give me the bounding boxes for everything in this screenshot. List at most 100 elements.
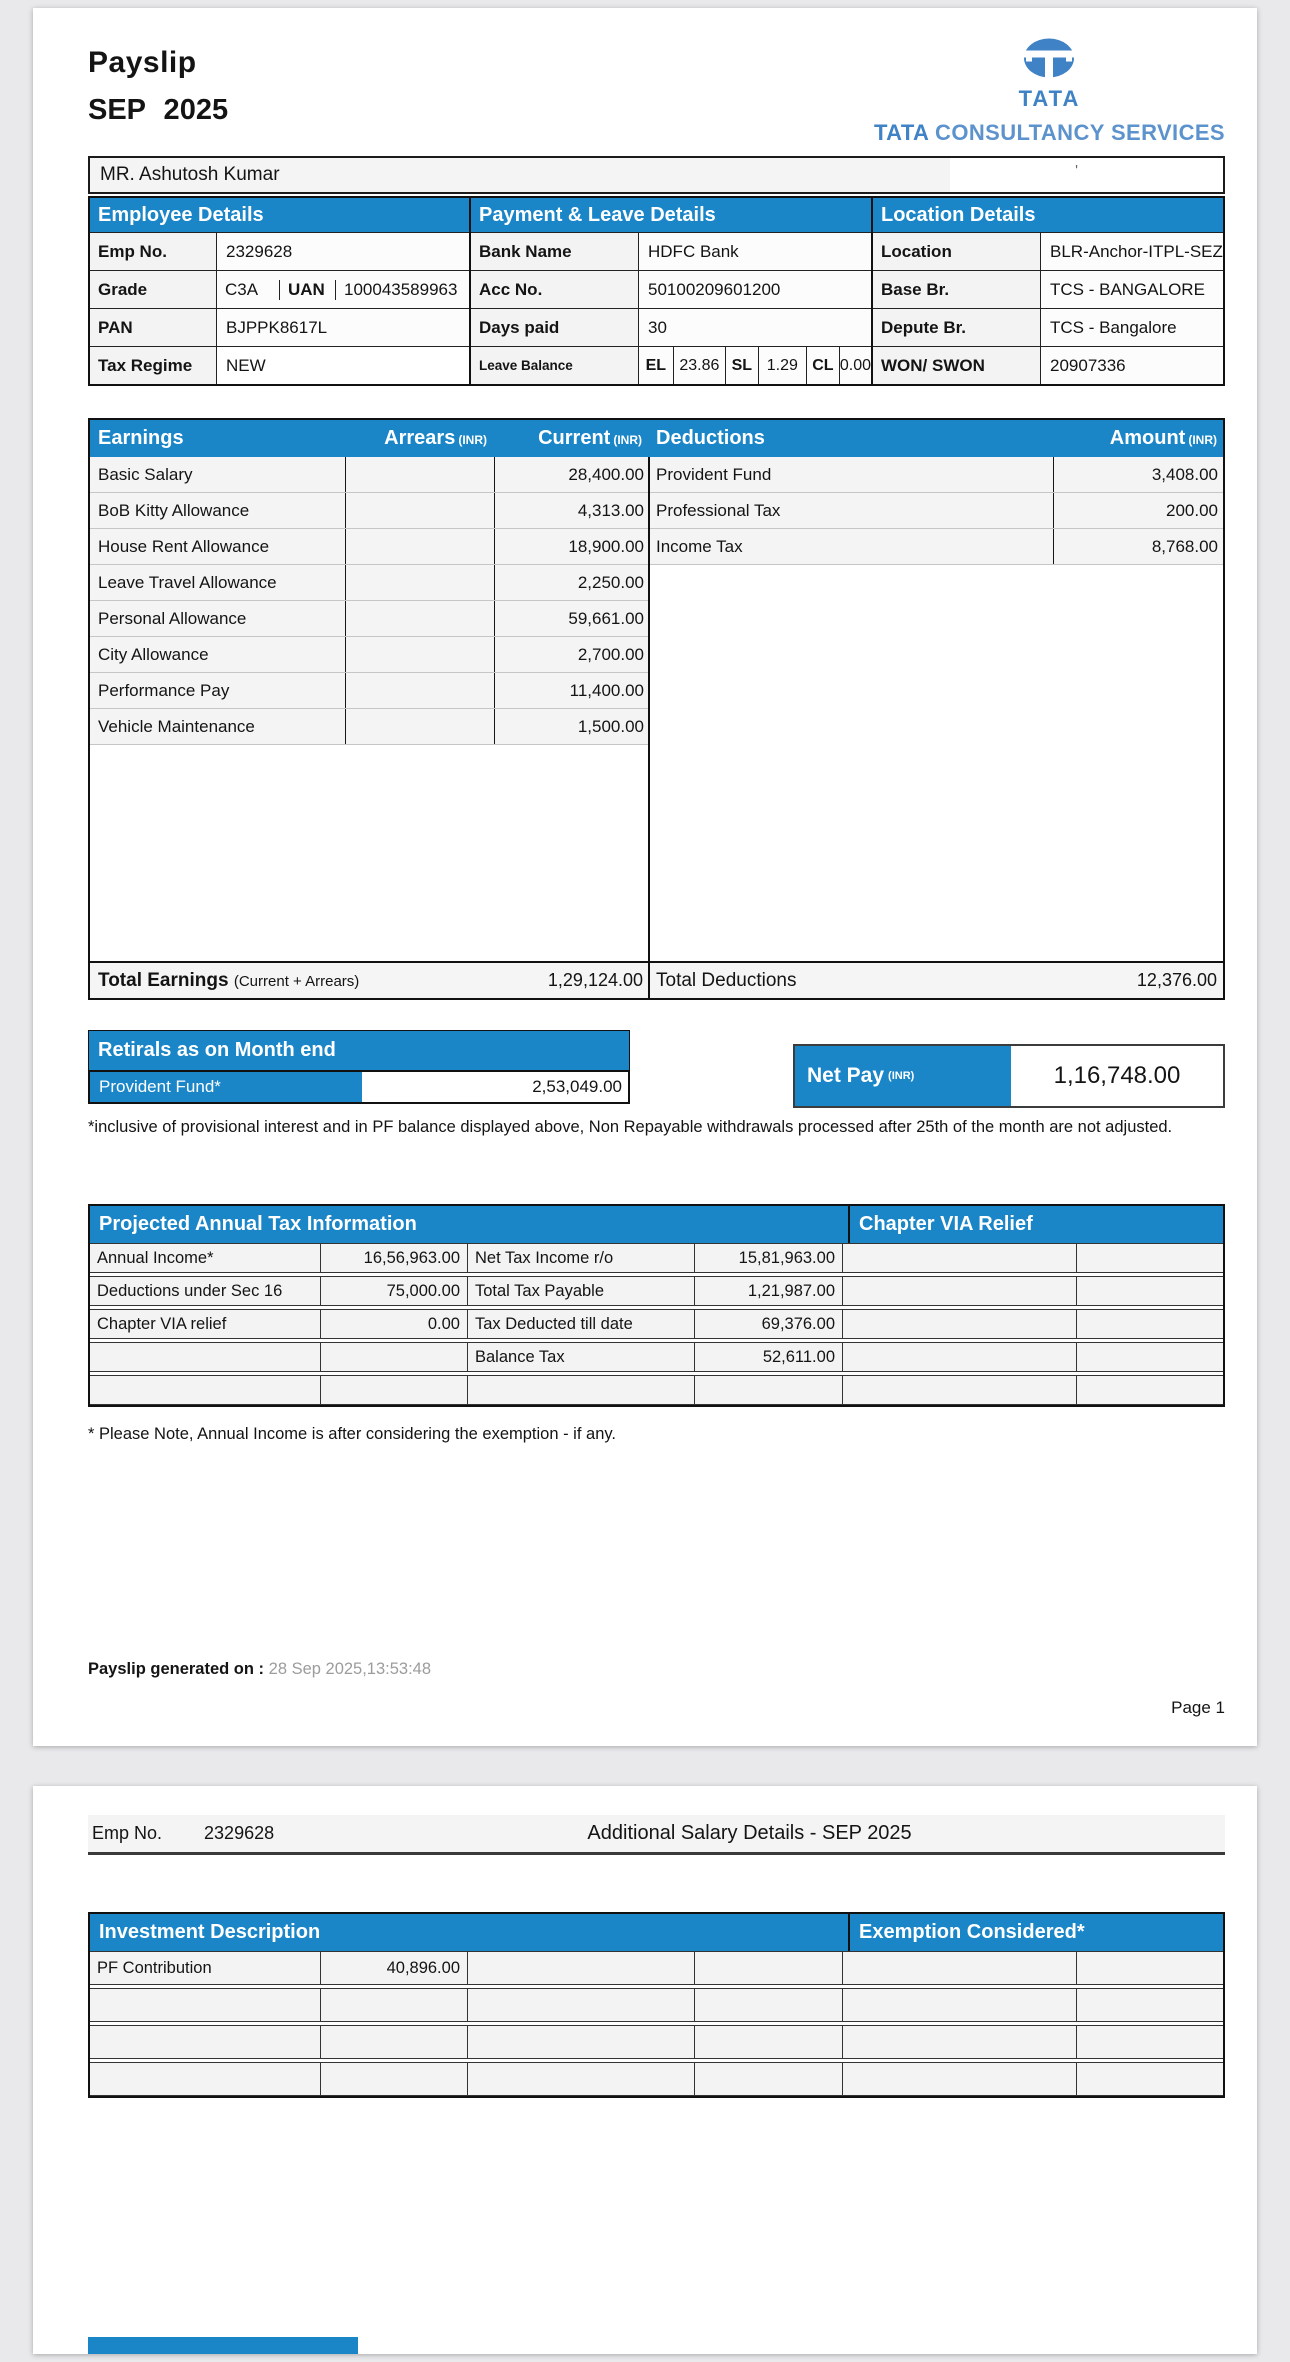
generated-on-timestamp: 28 Sep 2025,13:53:48 <box>268 1660 432 1678</box>
tax-row: Annual Income* 16,56,963.00 Net Tax Income… <box>90 1243 1223 1273</box>
earning-row: Basic Salary 28,400.00 <box>90 457 648 493</box>
location-value: BLR-Anchor-ITPL-SEZ <box>1041 233 1223 270</box>
name-row-blank-segment <box>950 158 1223 192</box>
retirals-box: Retirals as on Month end Provident Fund*… <box>88 1030 630 1108</box>
earning-row: Personal Allowance 59,661.00 <box>90 601 648 637</box>
sl-value: 1.29 <box>757 347 806 384</box>
tata-wordmark: TATA <box>1018 86 1081 111</box>
title-block: Payslip SEP 2025 <box>88 38 228 146</box>
uan-value: 100043589963 <box>335 279 469 300</box>
account-row: Acc No. 50100209601200 <box>471 270 871 308</box>
earnings-deductions-table: Earnings Arrears (INR) Current (INR) Deduc… <box>88 418 1225 1000</box>
details-table: Employee Details Emp No. 2329628 Grade C… <box>88 196 1225 386</box>
pf-footnote: *inclusive of provisional interest and i… <box>88 1118 1173 1136</box>
retirals-header: Retirals as on Month end <box>88 1030 630 1070</box>
deduction-row: Income Tax 8,768.00 <box>650 529 1223 565</box>
deductions-rows: Provident Fund 3,408.00 Professional Tax 2… <box>648 457 1223 961</box>
employee-details-section: Employee Details Emp No. 2329628 Grade C… <box>90 198 469 384</box>
emp-no-row: Emp No. 2329628 <box>90 232 469 270</box>
employee-name-row: MR. Ashutosh Kumar ' <box>88 156 1225 194</box>
grade-label: Grade <box>90 271 217 308</box>
company-name-bold: TATA <box>873 120 929 145</box>
additional-details-title: Additional Salary Details - SEP 2025 <box>587 1822 912 1844</box>
payslip-month: SEP 2025 <box>88 94 229 126</box>
investment-table-header: Investment Description Exemption Conside… <box>90 1914 1223 1951</box>
payslip-page-2: Emp No. 2329628 Additional Salary Detail… <box>33 1786 1257 2354</box>
tax-regime-row: Tax Regime NEW <box>90 346 469 384</box>
account-label: Acc No. <box>471 271 639 308</box>
generated-on-label: Payslip generated on : <box>88 1660 265 1678</box>
pan-value: BJPPK8617L <box>217 309 469 346</box>
total-deductions-label: Total Deductions <box>656 969 797 991</box>
deductions-col-header: Deductions <box>656 427 765 449</box>
earnings-table-header: Earnings Arrears (INR) Current (INR) Deduc… <box>90 420 1223 457</box>
total-deductions-value: 12,376.00 <box>1136 970 1217 990</box>
tax-row: Deductions under Sec 16 75,000.00 Total Ta… <box>90 1276 1223 1306</box>
investment-row <box>90 2062 1223 2096</box>
page-title: Payslip <box>88 46 197 79</box>
name-row-mark: ' <box>1075 162 1078 179</box>
earning-row: BoB Kitty Allowance 4,313.00 <box>90 493 648 529</box>
net-pay-label: Net Pay (INR) <box>795 1046 1011 1106</box>
net-pay-value: 1,16,748.00 <box>1011 1046 1223 1106</box>
tax-row: Chapter VIA relief 0.00 Tax Deducted till … <box>90 1309 1223 1339</box>
earning-row: Leave Travel Allowance 2,250.00 <box>90 565 648 601</box>
p2-emp-no-label: Emp No. <box>92 1823 163 1843</box>
earning-row: City Allowance 2,700.00 <box>90 637 648 673</box>
additional-details-header-band: Emp No. 2329628 Additional Salary Detail… <box>88 1815 1225 1855</box>
exemption-considered-title: Exemption Considered* <box>859 1921 1085 1943</box>
employee-name: MR. Ashutosh Kumar <box>100 164 280 185</box>
pan-row: PAN BJPPK8617L <box>90 308 469 346</box>
earning-row: Vehicle Maintenance 1,500.00 <box>90 709 648 745</box>
tax-row <box>90 1375 1223 1405</box>
net-pay-box: Net Pay (INR) 1,16,748.00 <box>793 1044 1225 1108</box>
won-swon-label: WON/ SWON <box>873 347 1041 384</box>
total-earnings: Total Earnings (Current + Arrears) 1,29,… <box>90 963 648 998</box>
days-paid-row: Days paid 30 <box>471 308 871 346</box>
amount-col-header: Amount (INR) <box>1109 427 1217 449</box>
arrears-col-header: Arrears (INR) <box>384 427 487 449</box>
company-name: TATA CONSULTANCY SERVICES <box>874 120 1225 146</box>
bank-value: HDFC Bank <box>639 233 871 270</box>
won-swon-row: WON/ SWON 20907336 <box>873 346 1223 384</box>
annual-tax-table: Projected Annual Tax Information Chapter… <box>88 1204 1225 1407</box>
payment-leave-header: Payment & Leave Details <box>471 198 871 232</box>
account-value: 50100209601200 <box>639 271 871 308</box>
annual-tax-header: Projected Annual Tax Information Chapter… <box>90 1206 1223 1243</box>
payslip-header: Payslip SEP 2025 TATA TATA CONSULTANCY S… <box>88 38 1225 146</box>
tax-regime-value: NEW <box>217 347 469 384</box>
base-branch-label: Base Br. <box>873 271 1041 308</box>
p2-emp-no-value: 2329628 <box>204 1823 275 1843</box>
leave-balance-row: Leave Balance EL 23.86 SL 1.29 CL 0.00 <box>471 346 871 384</box>
cutoff-section-header-fragment <box>88 2337 358 2354</box>
location-details-header: Location Details <box>873 198 1223 232</box>
earning-row: Performance Pay 11,400.00 <box>90 673 648 709</box>
retirals-pf-value: 2,53,049.00 <box>362 1072 628 1102</box>
tata-logo-icon <box>1024 38 1075 84</box>
uan-label: UAN <box>279 279 335 300</box>
investment-row <box>90 1988 1223 2022</box>
investment-row: PF Contribution 40,896.00 <box>90 1951 1223 1985</box>
bank-label: Bank Name <box>471 233 639 270</box>
investment-row <box>90 2025 1223 2059</box>
grade-value-group: C3A UAN 100043589963 <box>217 271 469 308</box>
deduction-row: Professional Tax 200.00 <box>650 493 1223 529</box>
annual-income-footnote: * Please Note, Annual Income is after co… <box>88 1425 616 1443</box>
earning-row: House Rent Allowance 18,900.00 <box>90 529 648 565</box>
payment-leave-section: Payment & Leave Details Bank Name HDFC B… <box>469 198 871 384</box>
tax-regime-label: Tax Regime <box>90 347 217 384</box>
leave-balance-values: EL 23.86 SL 1.29 CL 0.00 <box>638 347 871 384</box>
leave-balance-label: Leave Balance <box>471 347 639 384</box>
bank-row: Bank Name HDFC Bank <box>471 232 871 270</box>
totals-row: Total Earnings (Current + Arrears) 1,29,… <box>90 961 1223 998</box>
base-branch-row: Base Br. TCS - BANGALORE <box>873 270 1223 308</box>
grade-value: C3A <box>225 279 259 299</box>
emp-no-value: 2329628 <box>217 233 469 270</box>
sl-label: SL <box>724 347 758 384</box>
investment-description-title: Investment Description <box>90 1914 850 1951</box>
depute-branch-label: Depute Br. <box>873 309 1041 346</box>
location-details-section: Location Details Location BLR-Anchor-ITP… <box>871 198 1223 384</box>
annual-tax-title: Projected Annual Tax Information <box>90 1206 850 1243</box>
days-paid-label: Days paid <box>471 309 639 346</box>
total-earnings-label: Total Earnings (Current + Arrears) <box>98 969 360 991</box>
